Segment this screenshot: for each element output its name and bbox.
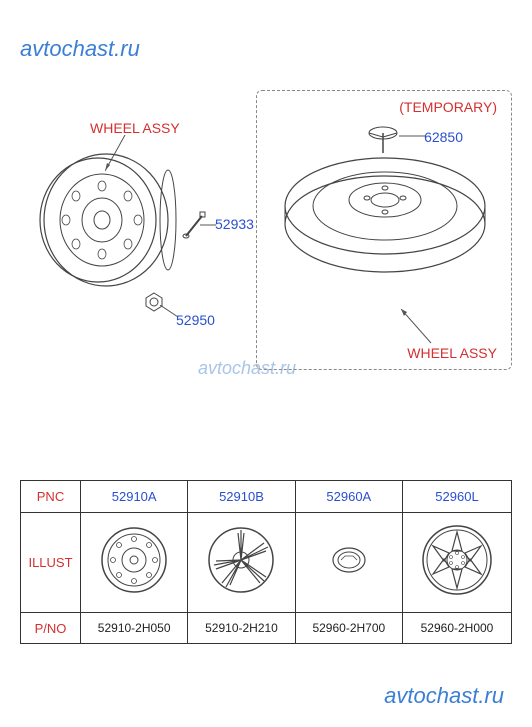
diagram-area: WHEEL ASSY 52933 52950: [0, 80, 532, 440]
pnc-0: 52910A: [81, 481, 188, 513]
pnc-1: 52910B: [188, 481, 295, 513]
parts-table: PNC 52910A 52910B 52960A 52960L ILLUST: [20, 480, 512, 644]
leader-52950: [160, 305, 180, 319]
pno-1: 52910-2H210: [188, 613, 295, 644]
pno-row: P/NO 52910-2H050 52910-2H210 52960-2H700…: [21, 613, 512, 644]
pno-3: 52960-2H000: [402, 613, 511, 644]
watermark-bottom: avtochast.ru: [384, 683, 504, 709]
label-temporary: (TEMPORARY): [399, 99, 497, 115]
illust-row: ILLUST: [21, 513, 512, 613]
illust-wheel-cover: [402, 513, 511, 613]
leader-wheel-assy-right: [401, 309, 441, 349]
pnc-row: PNC 52910A 52910B 52960A 52960L: [21, 481, 512, 513]
label-52950: 52950: [176, 312, 215, 328]
illust-steel-wheel: [81, 513, 188, 613]
temporary-wheel-illustration: [275, 136, 495, 301]
pnc-3: 52960L: [402, 481, 511, 513]
leader-52933: [200, 222, 220, 228]
header-pnc: PNC: [21, 481, 81, 513]
pno-0: 52910-2H050: [81, 613, 188, 644]
header-illust: ILLUST: [21, 513, 81, 613]
pno-2: 52960-2H700: [295, 613, 402, 644]
label-wheel-assy-left: WHEEL ASSY: [90, 120, 180, 136]
illust-alloy-wheel: [188, 513, 295, 613]
pnc-2: 52960A: [295, 481, 402, 513]
header-pno: P/NO: [21, 613, 81, 644]
watermark-top: avtochast.ru: [20, 36, 140, 62]
temporary-wheel-panel: (TEMPORARY) 62850 WHEEL ASSY: [256, 90, 512, 370]
illust-center-cap: [295, 513, 402, 613]
label-52933: 52933: [215, 216, 254, 232]
valve-icon: [178, 208, 218, 248]
